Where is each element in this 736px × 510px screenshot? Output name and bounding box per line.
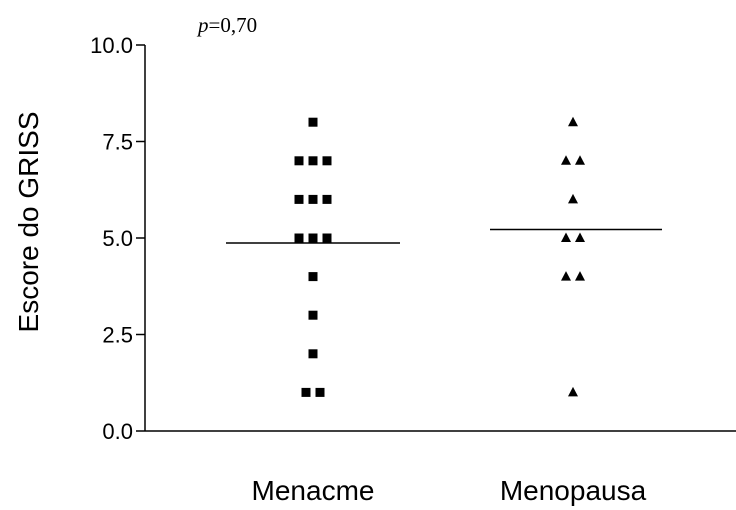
data-point-triangle bbox=[568, 386, 578, 397]
data-point-triangle bbox=[568, 116, 578, 127]
data-point-triangle bbox=[575, 155, 585, 165]
p-label: p bbox=[196, 13, 209, 37]
y-tick-label: 2.5 bbox=[102, 323, 133, 348]
category-labels: Menacme Menopausa bbox=[252, 475, 647, 506]
y-axis-title: Escore do GRISS bbox=[13, 112, 44, 333]
y-tick-label: 7.5 bbox=[102, 130, 133, 155]
data-point-square bbox=[308, 349, 318, 359]
data-point-square bbox=[308, 156, 318, 166]
p-value-annotation: p=0,70 bbox=[196, 13, 257, 37]
data-point-square bbox=[322, 194, 332, 204]
y-ticks: 0.0 2.5 5.0 7.5 10.0 bbox=[90, 33, 145, 444]
data-point-square bbox=[322, 156, 332, 166]
data-point-square bbox=[308, 233, 318, 243]
category-label: Menopausa bbox=[500, 475, 647, 506]
data-point-triangle bbox=[561, 232, 571, 242]
data-point-triangle bbox=[568, 193, 578, 204]
data-point-square bbox=[308, 194, 318, 204]
data-point-triangle bbox=[561, 155, 571, 165]
data-point-square bbox=[315, 387, 325, 397]
data-point-square bbox=[322, 233, 332, 243]
data-point-square bbox=[294, 233, 304, 243]
data-point-square bbox=[294, 194, 304, 204]
y-tick-label: 10.0 bbox=[90, 33, 133, 58]
data-point-square bbox=[294, 156, 304, 166]
data-marks bbox=[226, 116, 662, 397]
data-point-square bbox=[301, 387, 311, 397]
data-point-triangle bbox=[575, 271, 585, 281]
y-tick-label: 0.0 bbox=[102, 419, 133, 444]
data-point-square bbox=[308, 117, 318, 127]
y-tick-label: 5.0 bbox=[102, 226, 133, 251]
data-point-square bbox=[308, 310, 318, 320]
p-value: =0,70 bbox=[209, 13, 258, 37]
category-label: Menacme bbox=[252, 475, 375, 506]
data-point-triangle bbox=[575, 232, 585, 242]
data-point-square bbox=[308, 272, 318, 282]
data-point-triangle bbox=[561, 271, 571, 281]
